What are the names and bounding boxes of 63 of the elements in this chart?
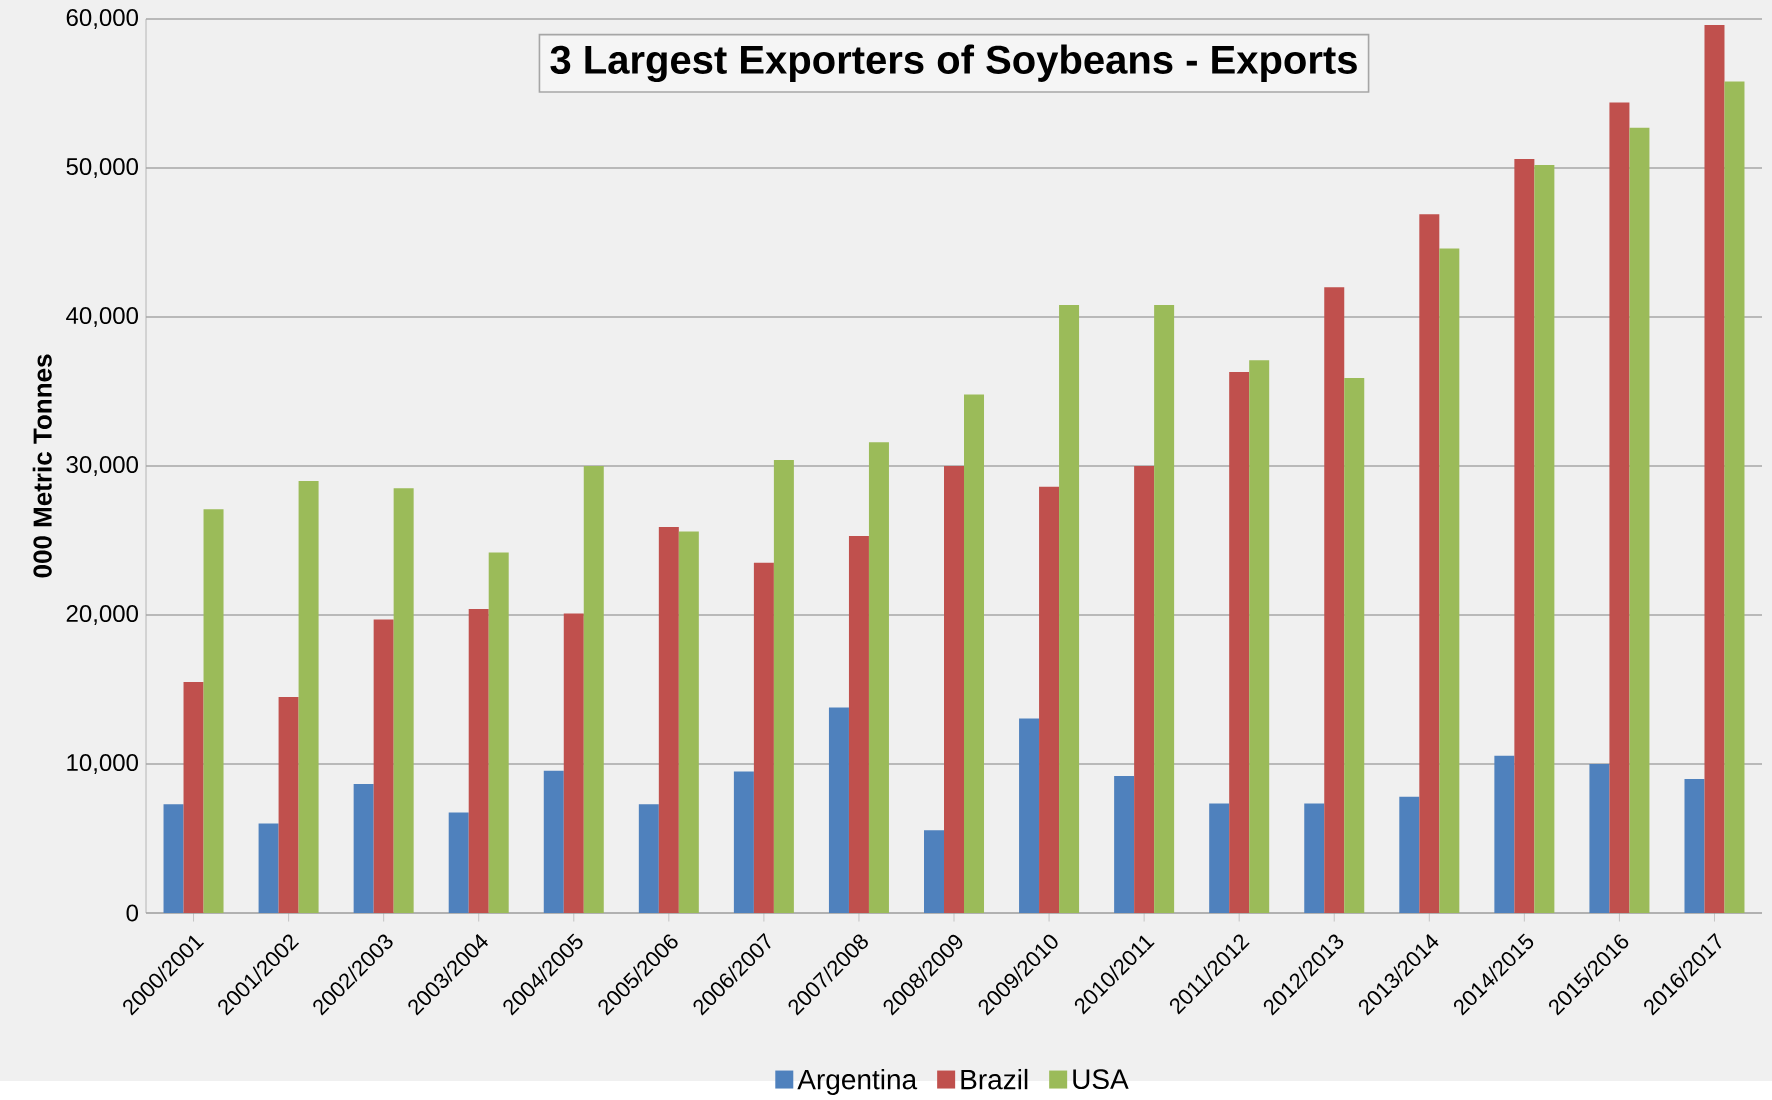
bar	[278, 696, 299, 913]
bar	[1534, 164, 1555, 913]
bar	[163, 804, 184, 913]
bar	[1684, 778, 1705, 913]
bar	[1114, 775, 1135, 913]
bar	[1059, 304, 1080, 913]
bar	[488, 552, 509, 913]
bar	[1704, 24, 1725, 913]
bar	[1209, 803, 1230, 913]
bar	[1494, 755, 1515, 913]
bar	[924, 830, 945, 913]
y-tick-label: 30,000	[66, 455, 138, 476]
bar	[183, 681, 204, 913]
bar	[733, 771, 754, 913]
bar	[1344, 377, 1365, 913]
bar	[373, 619, 394, 913]
y-axis-title: 000 Metric Tonnes	[32, 354, 52, 578]
bar	[1399, 796, 1420, 913]
text: 3 Largest Exporters of Soybeans - Exports	[550, 44, 1357, 82]
bar	[868, 442, 889, 913]
bar	[828, 707, 849, 913]
bar	[1134, 465, 1155, 913]
legend-label: USA	[1073, 1069, 1129, 1090]
bar	[1324, 287, 1345, 913]
bar	[773, 459, 794, 913]
bar	[1589, 763, 1610, 913]
legend-label: Brazil	[961, 1068, 1028, 1090]
bar	[353, 784, 374, 913]
bar	[1724, 81, 1745, 913]
bar	[583, 465, 604, 913]
y-tick-label: 60,000	[66, 8, 138, 29]
bar	[563, 613, 584, 913]
bar	[448, 812, 469, 913]
y-tick-label: 10,000	[67, 753, 138, 774]
bar	[543, 770, 564, 913]
bar	[1609, 102, 1630, 913]
bar	[1019, 718, 1040, 913]
bar	[468, 608, 489, 913]
bar	[1419, 214, 1440, 913]
y-tick-label: 40,000	[66, 306, 138, 327]
bar	[258, 823, 279, 913]
legend-label: Argentina	[797, 1068, 918, 1095]
bar	[1229, 372, 1250, 913]
bar	[1304, 803, 1325, 913]
bar	[753, 562, 774, 913]
bar	[944, 465, 965, 913]
bar	[964, 394, 985, 913]
bar	[658, 526, 679, 913]
bar	[298, 480, 319, 913]
bar	[1629, 127, 1650, 913]
y-tick-label: 50,000	[66, 157, 138, 178]
bar	[203, 509, 224, 913]
bar	[678, 531, 699, 913]
y-tick-label: 20,000	[66, 604, 138, 625]
y-tick-label: 0	[126, 904, 139, 922]
bar	[1249, 360, 1270, 913]
bar	[638, 804, 659, 913]
bar	[1039, 486, 1060, 913]
bar	[1439, 248, 1460, 913]
bar	[848, 535, 869, 913]
bar	[393, 488, 414, 913]
bar	[1514, 158, 1535, 913]
bar	[1154, 304, 1175, 913]
